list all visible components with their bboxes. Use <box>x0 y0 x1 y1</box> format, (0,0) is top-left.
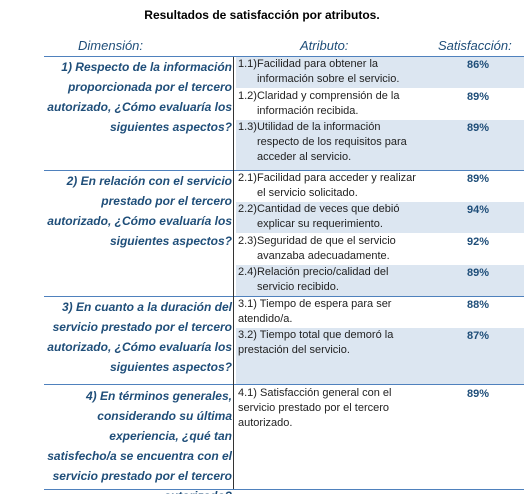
attribute-row: 1.3) Utilidad de la información respecto … <box>236 120 418 170</box>
section-rule <box>44 296 524 297</box>
attribute-row: 3.1) Tiempo de espera para ser atendido/… <box>236 297 418 328</box>
row-shade <box>418 328 524 384</box>
table-title: Resultados de satisfacción por atributos… <box>144 8 380 22</box>
satisfaction-value: 86% <box>466 59 490 71</box>
attribute-number: 1.1) <box>238 58 257 70</box>
attribute-row: 1.2) Claridad y comprensión de la informa… <box>236 89 418 120</box>
attribute-number: 1.2) <box>238 90 257 102</box>
section-rule <box>44 384 524 385</box>
attribute-row: 2.1) Facilidad para acceder y realizar el… <box>236 171 418 202</box>
attribute-text: Utilidad de la información respecto de l… <box>256 121 407 163</box>
attribute-row: 2.2) Cantidad de veces que debió explicar… <box>236 202 418 233</box>
attribute-text: 4.1) Satisfacción general con el servici… <box>238 387 392 429</box>
attribute-row: 1.1) Facilidad para obtener la informació… <box>236 57 418 88</box>
attribute-number: 2.4) <box>238 266 257 278</box>
header-dimension: Dimensión: <box>78 38 144 53</box>
attribute-text: Facilidad para acceder y realizar el ser… <box>256 172 416 199</box>
attribute-row: 4.1) Satisfacción general con el servici… <box>236 386 418 436</box>
satisfaction-value: 92% <box>466 236 490 248</box>
satisfaction-value: 89% <box>466 388 490 400</box>
header-rule <box>44 56 524 57</box>
row-shade <box>418 57 524 88</box>
attribute-text: Seguridad de que el servicio avanzaba ad… <box>256 235 396 262</box>
table-bottom-rule <box>44 489 524 490</box>
attribute-number: 1.3) <box>238 121 257 133</box>
satisfaction-value: 87% <box>466 330 490 342</box>
dimension-4: 4) En términos generales, considerando s… <box>47 389 232 494</box>
attribute-row: 2.3) Seguridad de que el servicio avanzab… <box>236 234 418 265</box>
attribute-text: Relación precio/calidad del servicio rec… <box>256 266 389 293</box>
dimension-1: 1) Respecto de la información proporcion… <box>47 60 232 134</box>
attribute-number: 2.3) <box>238 235 257 247</box>
attribute-row: 3.2) Tiempo total que demoró la prestaci… <box>236 328 418 384</box>
attribute-number: 2.2) <box>238 203 257 215</box>
header-attribute: Atributo: <box>300 38 349 53</box>
row-shade <box>418 202 524 233</box>
dimension-3: 3) En cuanto a la duración del servicio … <box>47 300 232 374</box>
header-satisfaction: Satisfacción: <box>438 38 512 53</box>
attribute-text: 3.1) Tiempo de espera para ser atendido/… <box>238 298 392 325</box>
attribute-text: Cantidad de veces que debió explicar su … <box>256 203 400 230</box>
section-rule <box>44 170 524 171</box>
attribute-text: Facilidad para obtener la información so… <box>256 58 400 85</box>
row-shade <box>418 265 524 296</box>
attribute-text: 3.2) Tiempo total que demoró la prestaci… <box>238 329 394 356</box>
row-shade <box>418 120 524 170</box>
satisfaction-value: 89% <box>466 91 490 103</box>
attribute-number: 2.1) <box>238 172 257 184</box>
attribute-text: Claridad y comprensión de la información… <box>256 90 400 117</box>
satisfaction-value: 89% <box>466 173 490 185</box>
dimension-2: 2) En relación con el servicio prestado … <box>47 174 232 248</box>
attribute-row: 2.4) Relación precio/calidad del servicio… <box>236 265 418 296</box>
satisfaction-value: 89% <box>466 267 490 279</box>
satisfaction-value: 89% <box>466 122 490 134</box>
satisfaction-value: 88% <box>466 299 490 311</box>
column-divider <box>233 57 234 489</box>
satisfaction-value: 94% <box>466 204 490 216</box>
